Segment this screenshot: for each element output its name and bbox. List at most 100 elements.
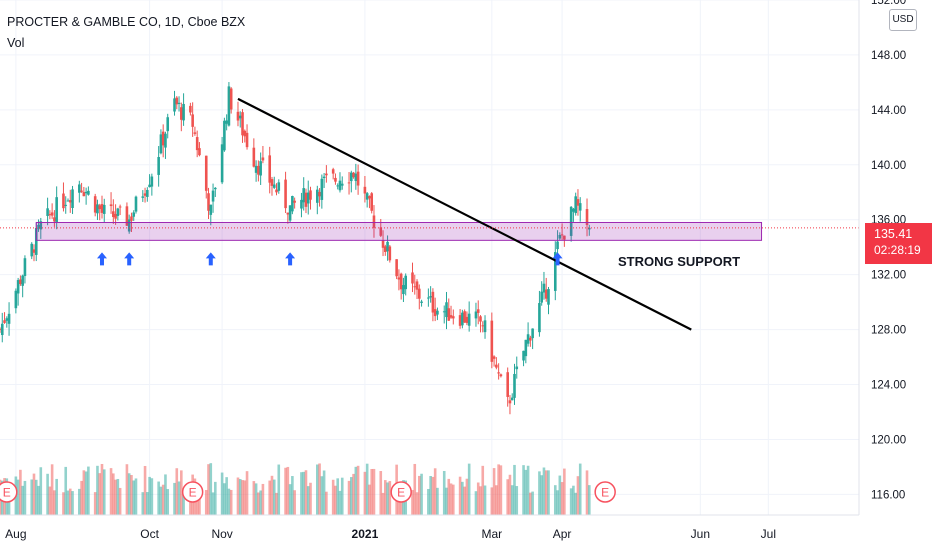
time-tick: 2021 [352, 527, 379, 541]
volume-bar [508, 474, 512, 515]
earnings-marker-circle [594, 481, 616, 503]
candle-body [418, 288, 421, 299]
volume-bar [189, 491, 192, 515]
earnings-marker-icon[interactable]: E [390, 481, 412, 503]
candle-body [399, 273, 403, 290]
earnings-marker-icon[interactable]: E [594, 481, 616, 503]
price-tick: 140.00 [871, 160, 906, 172]
candle-body [46, 208, 49, 216]
volume-bar [413, 463, 417, 515]
candle-body [352, 172, 355, 178]
candle-body [365, 193, 369, 200]
grid [0, 0, 859, 515]
volume-bar [275, 492, 278, 515]
candle-body [189, 105, 192, 113]
candle-body [340, 183, 344, 186]
volume-bar [302, 471, 306, 515]
volume-bar [544, 470, 548, 515]
volume-bar [474, 491, 478, 515]
volume-bar [320, 476, 324, 515]
earnings-marker-letter: E [601, 486, 609, 500]
time-tick: Apr [553, 527, 572, 541]
candle-body [80, 190, 83, 192]
volume-bar [352, 473, 355, 515]
volume-bar [198, 492, 201, 515]
volume-bar [316, 464, 319, 515]
candle-body [415, 281, 419, 290]
support-arrow-icon [205, 252, 216, 266]
candle-body [558, 235, 562, 239]
candle-body [476, 309, 480, 313]
volume-bar [182, 490, 185, 515]
volume-bar [141, 492, 145, 515]
candle-body [436, 310, 439, 315]
candle-body [166, 117, 170, 132]
volume-indicator-label[interactable]: Vol [7, 36, 25, 50]
volume-bar [148, 476, 151, 515]
volume-bar [272, 479, 276, 515]
support-zone[interactable] [35, 221, 763, 241]
candle-body [134, 196, 138, 212]
volume-bar [53, 490, 56, 515]
trendline[interactable] [237, 97, 692, 331]
volume-bar [463, 486, 466, 515]
time-tick: Oct [140, 527, 159, 541]
volume-bar [497, 464, 500, 515]
volume-bar [522, 465, 525, 515]
earnings-marker-circle [390, 481, 412, 503]
candle-body [198, 148, 201, 156]
candle-body [84, 191, 88, 194]
candle-body [225, 120, 228, 124]
volume-bar [134, 478, 138, 515]
volume-bar [209, 463, 213, 515]
time-tick: Mar [481, 527, 502, 541]
volume-bar [445, 487, 448, 515]
symbol-title[interactable]: PROCTER & GAMBLE CO, 1D, Cboe BZX [7, 15, 246, 29]
time-tick: Jun [691, 527, 710, 541]
candle-body [368, 196, 371, 199]
candle-body [175, 97, 179, 105]
currency-button[interactable]: USD [889, 9, 917, 31]
volume-bar [300, 472, 303, 515]
volume-bar [268, 480, 272, 515]
earnings-marker-icon[interactable]: E [0, 481, 18, 503]
volume-bar [102, 469, 106, 515]
volume-bar [467, 463, 471, 515]
price-tick: 148.00 [871, 50, 906, 62]
volume-bar [515, 486, 519, 515]
candle-body [322, 176, 326, 179]
earnings-marker-circle [0, 481, 18, 503]
candle-body [463, 311, 466, 323]
volume-bar [538, 471, 541, 515]
price-tick: 116.00 [871, 489, 905, 501]
candle-body [388, 246, 392, 261]
candle-body [318, 191, 321, 197]
candle-body [102, 204, 106, 214]
candle-body [48, 214, 52, 216]
volume-bar [458, 476, 462, 515]
candle-body [334, 177, 337, 182]
candle-body [82, 192, 86, 197]
earnings-marker-icon[interactable]: E [181, 481, 204, 503]
candle-body [510, 397, 514, 401]
volume-bar [243, 480, 247, 515]
volume-bar [225, 477, 228, 515]
candle-body [529, 337, 532, 341]
candle-body [431, 291, 435, 313]
candle-body [350, 172, 353, 182]
volume-bar [499, 465, 503, 515]
candle-body [243, 130, 247, 137]
volume-bar [87, 466, 90, 515]
volume-bar [177, 481, 181, 515]
candle-body [372, 215, 376, 228]
volume-bar [433, 468, 437, 515]
price-tick: 124.00 [871, 380, 906, 392]
volume-bar [252, 481, 256, 515]
volume-bar [576, 476, 580, 515]
candle-body [413, 286, 417, 288]
volume-bar [495, 485, 498, 515]
volume-bar [288, 484, 292, 515]
volume-bar [84, 471, 88, 515]
